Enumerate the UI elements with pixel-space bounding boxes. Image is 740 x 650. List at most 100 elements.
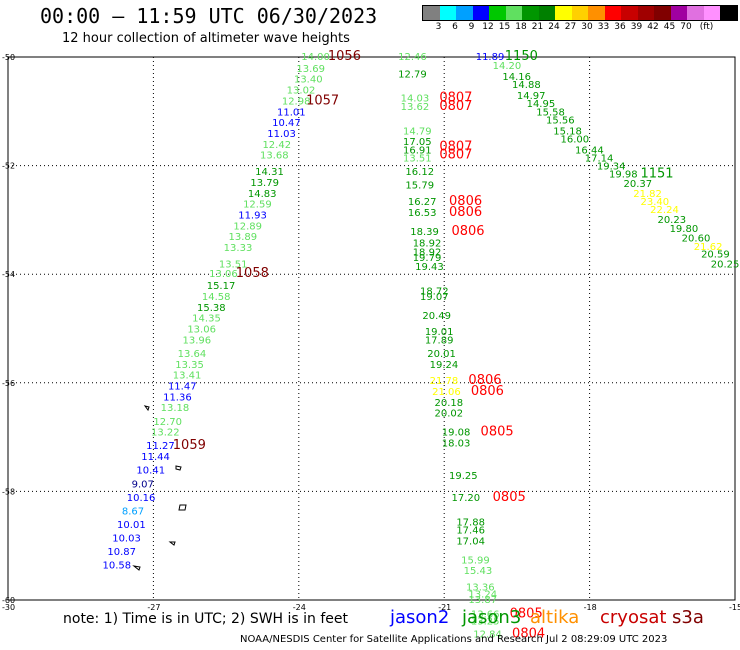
latitude-tick-label: -60 (2, 596, 15, 605)
legend-label: 45 (663, 22, 676, 32)
legend-swatch (538, 6, 555, 20)
wave-height-reading: 19.80 (670, 224, 699, 235)
legend-label: (ft) (699, 22, 714, 32)
wave-height-reading: 14.03 (401, 94, 430, 105)
wave-height-reading: 17.88 (456, 517, 485, 528)
pass-time-label: 0805 (510, 607, 543, 622)
wave-height-reading: 18.92 (413, 247, 442, 258)
legend-swatch (472, 6, 489, 20)
wave-height-reading: 14.88 (512, 80, 541, 91)
wave-height-reading: 15.17 (207, 281, 236, 292)
wave-height-reading: 19.07 (420, 292, 449, 303)
wave-height-reading: 17.20 (451, 493, 480, 504)
wave-height-reading: 13.79 (250, 178, 279, 189)
wave-height-reading: 20.49 (422, 311, 451, 322)
wave-height-reading: 13.33 (224, 243, 253, 254)
wave-height-reading: 13.51 (219, 259, 248, 270)
satellite-cryosat-label: cryosat (600, 607, 667, 628)
wave-height-reading: 16.27 (408, 197, 437, 208)
footnote: note: 1) Time is in UTC; 2) SWH is in fe… (63, 611, 349, 627)
wave-height-reading: 10.16 (127, 493, 156, 504)
map-subtitle: 12 hour collection of altimeter wave hei… (62, 31, 350, 46)
wave-height-reading: 14.35 (192, 314, 221, 325)
wave-height-reading: 13.62 (401, 102, 430, 113)
wave-height-reading: 19.79 (413, 253, 442, 264)
pass-time-label: 0805 (481, 425, 514, 440)
wave-height-reading: 19.01 (425, 327, 454, 338)
legend-label: 18 (515, 22, 527, 32)
wave-height-reading: 18.72 (420, 286, 449, 297)
wave-height-reading: 20.18 (435, 398, 464, 409)
wave-height-reading: 15.38 (197, 303, 226, 314)
pass-time-label: 0804 (512, 627, 545, 642)
wave-height-reading: 16.00 (561, 134, 590, 145)
wave-height-reading: 14.79 (403, 126, 432, 137)
wave-height-reading: 13.69 (296, 64, 325, 75)
wave-height-reading: 15.99 (461, 555, 490, 566)
wave-height-reading: 13.06 (209, 269, 238, 280)
wave-height-reading: 16.53 (408, 208, 437, 219)
pass-time-label: 0807 (439, 140, 472, 155)
legend-swatch (588, 6, 605, 20)
wave-height-reading: 22.24 (650, 205, 679, 216)
legend-label: 24 (548, 22, 560, 32)
wave-height-reading: 10.01 (117, 520, 146, 531)
wave-height-reading: 13.66 (471, 610, 500, 621)
latitude-tick-label: -52 (2, 162, 15, 171)
island-outline (168, 541, 176, 546)
pass-time-label: 0807 (439, 91, 472, 106)
wave-height-reading: 17.46 (456, 525, 485, 536)
wave-height-reading: 12.79 (398, 69, 427, 80)
wave-height-reading: 14.16 (502, 72, 531, 83)
wave-height-reading: 13.35 (175, 360, 204, 371)
map-title: 00:00 – 11:59 UTC 06/30/2023 (40, 4, 378, 28)
wave-height-reading: 13.40 (294, 75, 323, 86)
wave-height-reading: 11.44 (141, 452, 170, 463)
wave-height-reading: 16.91 (403, 145, 432, 156)
pass-time-label: 1151 (640, 167, 673, 182)
wave-height-reading: 13.96 (182, 335, 211, 346)
wave-height-reading: 15.56 (546, 115, 575, 126)
wave-height-reading: 12.59 (243, 200, 272, 211)
legend-label: 12 (482, 22, 494, 32)
wave-height-reading: 21.62 (694, 242, 723, 253)
longitude-tick-label: -21 (438, 603, 451, 612)
pass-time-label: 1058 (236, 266, 269, 281)
latitude-tick-label: -58 (2, 487, 15, 496)
wave-height-reading: 10.03 (112, 534, 141, 545)
wave-height-reading: 20.01 (427, 349, 456, 360)
legend-label: 3 (435, 22, 442, 32)
wave-height-reading: 21.06 (432, 387, 461, 398)
wave-height-reading: 19.98 (609, 170, 638, 181)
legend-label: 27 (564, 22, 577, 32)
wave-height-reading: 10.58 (103, 561, 132, 572)
legend-label: 70 (680, 22, 692, 32)
wave-height-reading: 12.70 (153, 417, 182, 428)
wave-height-reading: 19.24 (430, 360, 459, 371)
map-frame (7, 56, 736, 601)
legend-swatch (489, 6, 506, 20)
wave-height-reading: 10.41 (136, 466, 165, 477)
legend-swatch (522, 6, 539, 20)
wave-height-reading: 13.41 (173, 371, 202, 382)
wave-height-reading: 21.78 (430, 376, 459, 387)
wave-height-reading: 13.24 (468, 589, 497, 600)
wave-height-reading: 15.43 (464, 566, 493, 577)
color-scale-legend (422, 5, 738, 21)
wave-height-reading: 14.00 (301, 52, 330, 63)
legend-swatch (555, 6, 572, 20)
wave-height-reading: 9.07 (132, 479, 154, 490)
latitude-tick-label: -54 (2, 270, 15, 279)
legend-label: 42 (647, 22, 659, 32)
legend-swatch (720, 6, 737, 20)
wave-height-reading: 20.25 (711, 259, 740, 270)
satellite-s3a-label: s3a (672, 607, 704, 628)
pass-time-label: 1057 (306, 93, 339, 108)
wave-height-reading: 23.40 (640, 197, 669, 208)
wave-height-reading: 19.43 (415, 262, 444, 273)
legend-swatch (571, 6, 588, 20)
wave-height-reading: 17.05 (403, 137, 432, 148)
wave-height-reading: 12.46 (398, 52, 427, 63)
wave-height-reading: 13.87 (468, 595, 497, 606)
wave-height-reading: 12.89 (233, 221, 262, 232)
